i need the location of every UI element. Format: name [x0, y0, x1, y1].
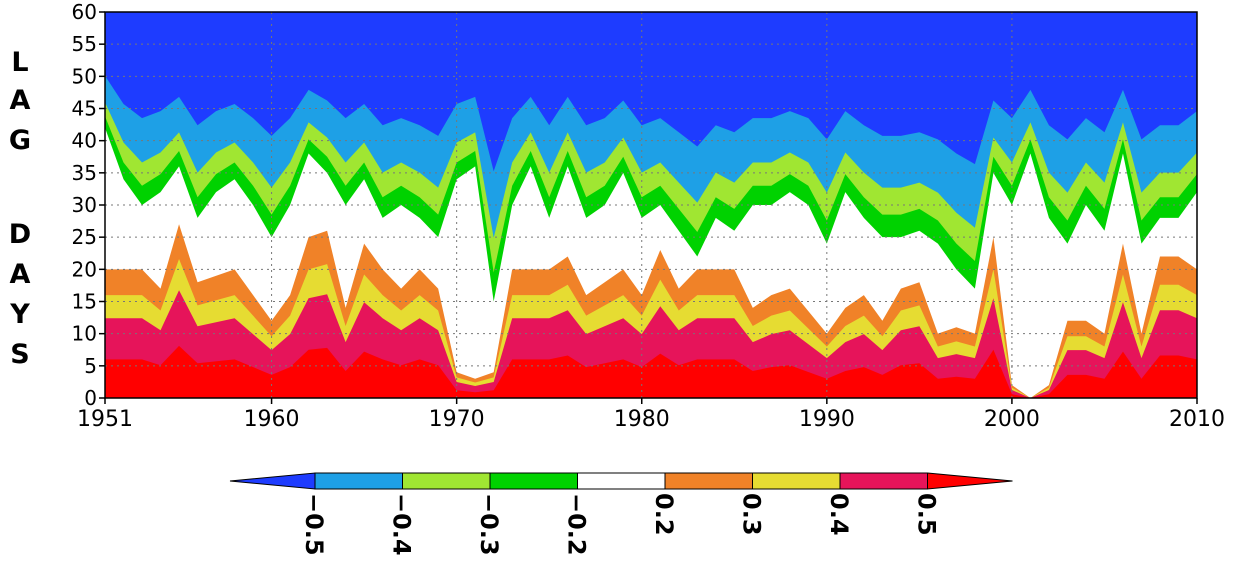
colorbar-segment — [489, 472, 578, 490]
y-tick-label: 15 — [72, 290, 97, 314]
y-tick-label: 35 — [72, 161, 97, 185]
y-axis-label-letter: S — [10, 339, 30, 370]
colorbar-label: 0.2 — [650, 493, 678, 536]
band-neg-0.5 — [105, 12, 1197, 172]
y-tick-label: 55 — [72, 32, 97, 56]
colorbar-label: −0.2 — [563, 493, 591, 556]
y-tick-label: 25 — [72, 225, 97, 249]
x-tick-label: 1951 — [77, 407, 133, 432]
y-axis-label-letter: Y — [10, 299, 30, 330]
grid-lines — [105, 12, 1197, 398]
colorbar-segment — [314, 472, 403, 490]
x-tick-label: 1990 — [799, 407, 855, 432]
x-tick-label: 2010 — [1169, 407, 1225, 432]
y-tick-label: 40 — [72, 129, 97, 153]
colorbar-segment — [402, 472, 491, 490]
y-axis: 0 5 10 15 20 25 30 35 40 45 50 55 60 — [72, 0, 105, 410]
colorbar-arrow-high — [927, 472, 1013, 490]
x-tick-label: 1980 — [614, 407, 670, 432]
colorbar-segment — [839, 472, 928, 490]
y-tick-label: 5 — [84, 354, 97, 378]
y-axis-label-letter: A — [9, 85, 31, 116]
y-axis-label-letter: L — [11, 47, 29, 78]
colorbar-segment — [577, 472, 666, 490]
y-tick-label: 50 — [72, 64, 97, 88]
y-tick-label: 20 — [72, 257, 97, 281]
x-axis: 1951 1960 1970 1980 1990 2000 2010 — [77, 398, 1225, 432]
colorbar-label: −0.3 — [475, 493, 503, 556]
colorbar-label: 0.5 — [913, 493, 941, 536]
y-tick-label: 60 — [72, 0, 97, 24]
colorbar-arrow-low — [229, 472, 316, 490]
y-tick-label: 30 — [72, 193, 97, 217]
x-tick-label: 1970 — [429, 407, 485, 432]
x-tick-label: 1960 — [244, 407, 300, 432]
colorbar-label: 0.3 — [738, 493, 766, 536]
plot-area — [105, 12, 1197, 398]
band-pos-0.5 — [105, 345, 1197, 398]
colorbar-segment — [752, 472, 841, 490]
y-axis-label-letter: A — [9, 259, 31, 290]
y-tick-label: 45 — [72, 97, 97, 121]
colorbar-label: 0.4 — [825, 493, 853, 536]
colorbar: −0.5 −0.4 −0.3 −0.2 0.2 0.3 0.4 0.5 — [229, 472, 1013, 556]
y-axis-label-letter: D — [8, 219, 32, 250]
y-tick-label: 10 — [72, 322, 97, 346]
colorbar-segment — [664, 472, 753, 490]
y-axis-label-letter: G — [8, 125, 32, 156]
x-tick-label: 2000 — [984, 407, 1040, 432]
y-tick-label: 0 — [84, 386, 97, 410]
colorbar-label: −0.4 — [388, 493, 416, 556]
colorbar-label: −0.5 — [300, 493, 328, 556]
